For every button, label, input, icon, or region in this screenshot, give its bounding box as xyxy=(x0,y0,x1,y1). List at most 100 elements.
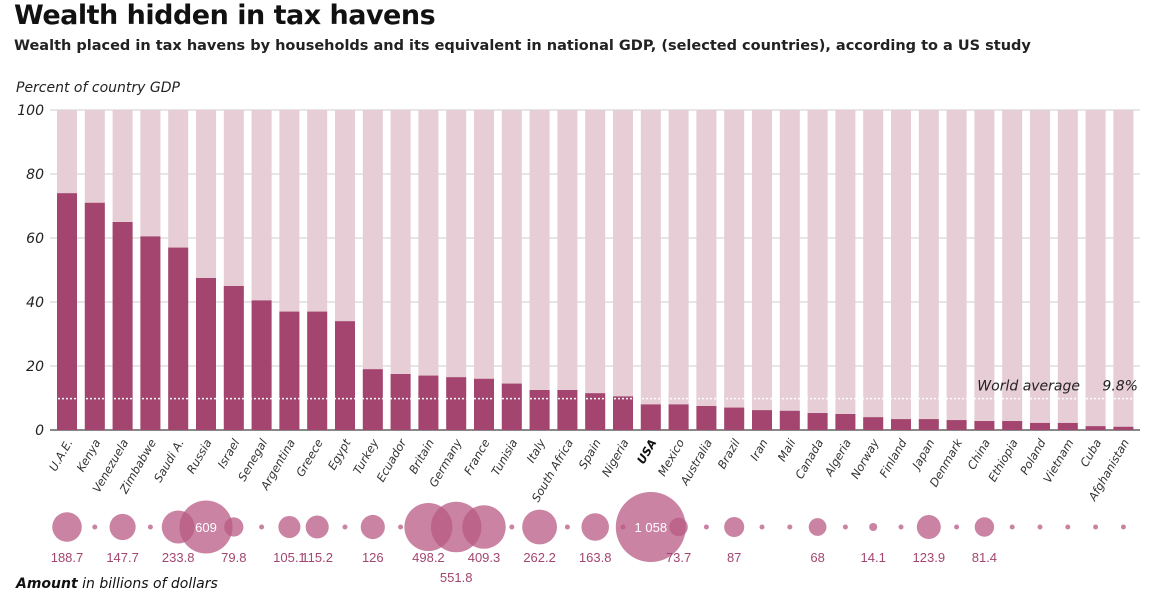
amount-bubble xyxy=(916,515,941,539)
background-bar xyxy=(779,110,800,430)
amount-bubble xyxy=(462,505,506,549)
background-bar xyxy=(752,110,772,430)
y-tick-label: 40 xyxy=(26,295,44,311)
y-tick-label: 20 xyxy=(26,359,44,375)
background-bar xyxy=(418,110,439,430)
background-bar xyxy=(891,110,911,430)
y-tick-label: 80 xyxy=(26,167,44,183)
bar xyxy=(529,390,550,430)
bar xyxy=(974,421,995,430)
background-bar xyxy=(696,110,717,430)
amount-label: 233.8 xyxy=(162,550,195,565)
amount-label: 115.2 xyxy=(301,550,333,565)
amount-bubble xyxy=(360,514,385,540)
bar xyxy=(779,410,800,430)
bubble-legend: Amount in billions of dollars xyxy=(15,576,218,592)
x-tick-label: Israel xyxy=(215,436,243,471)
bar xyxy=(1113,426,1134,430)
background-bar xyxy=(1002,110,1023,430)
bar xyxy=(474,378,494,430)
x-tick-label: Italy xyxy=(524,436,549,465)
x-tick-label: Tunisia xyxy=(488,437,520,479)
amount-bubble xyxy=(564,524,570,530)
y-tick-label: 0 xyxy=(35,423,44,439)
amount-bubble xyxy=(259,524,265,530)
x-tick-label: China xyxy=(964,437,993,472)
amount-bubble xyxy=(898,524,904,530)
background-bar xyxy=(946,110,967,430)
x-tick-label: Greece xyxy=(293,437,326,480)
bar xyxy=(140,236,161,430)
amount-bubble xyxy=(787,524,793,530)
background-bar xyxy=(1057,110,1078,430)
amount-bubble xyxy=(974,517,995,537)
amount-label: 409.3 xyxy=(468,550,501,565)
x-tick-label: Nigeria xyxy=(599,437,632,480)
amount-bubble xyxy=(305,515,329,539)
amount-bubble xyxy=(1120,524,1126,530)
amount-bubble xyxy=(1065,524,1071,530)
background-bar xyxy=(1085,110,1106,430)
amount-label: 126 xyxy=(362,550,384,565)
x-tick-label: Kenya xyxy=(74,437,104,475)
background-bar xyxy=(585,110,606,430)
x-tick-label: USA xyxy=(634,437,659,467)
amount-label: 147.7 xyxy=(106,550,139,565)
x-tick-label: Cuba xyxy=(1077,437,1104,470)
bar xyxy=(1057,422,1078,430)
amount-label: 1 058 xyxy=(635,520,668,535)
amount-label: 87 xyxy=(727,550,741,565)
amount-bubble xyxy=(52,512,82,542)
amount-bubble xyxy=(724,516,745,538)
bar xyxy=(446,377,467,430)
x-tick-label: Russia xyxy=(184,437,215,476)
x-tick-label: Egypt xyxy=(325,436,354,472)
x-tick-label: Finland xyxy=(877,436,910,480)
amount-bubble xyxy=(1037,524,1043,530)
amount-label: 262.2 xyxy=(523,550,556,565)
amount-bubble xyxy=(92,524,98,530)
bar xyxy=(946,420,967,430)
background-bar xyxy=(974,110,995,430)
background-bar xyxy=(835,110,856,430)
bar xyxy=(918,419,939,430)
amount-label: 498.2 xyxy=(412,550,445,565)
amount-bubble xyxy=(1093,524,1099,530)
background-bar xyxy=(807,110,828,430)
background-bar xyxy=(446,110,467,430)
bubble-legend-rest: in billions of dollars xyxy=(78,576,218,592)
amount-label: 73.7 xyxy=(666,550,691,565)
amount-label: 79.8 xyxy=(221,550,246,565)
bar xyxy=(668,404,689,430)
amount-bubble xyxy=(669,517,688,537)
bar xyxy=(1030,422,1050,430)
amount-bubble xyxy=(1009,524,1015,530)
amount-bubble xyxy=(954,524,960,530)
background-bar xyxy=(529,110,550,430)
bar xyxy=(307,311,328,430)
amount-bubble xyxy=(869,522,878,532)
background-bar xyxy=(1113,110,1134,430)
bar xyxy=(362,369,383,430)
background-bar xyxy=(613,110,633,430)
chart-title: Wealth hidden in tax havens xyxy=(14,0,436,31)
amount-bubble xyxy=(509,524,515,530)
amount-bubble xyxy=(109,513,136,541)
amount-bubble xyxy=(224,517,244,537)
x-tick-label: Spain xyxy=(576,437,604,472)
x-tick-label: Mali xyxy=(775,436,799,464)
y-axis-label: Percent of country GDP xyxy=(16,80,180,96)
background-bar xyxy=(390,110,411,430)
background-bar xyxy=(501,110,522,430)
bar xyxy=(1002,421,1023,430)
chart-subtitle: Wealth placed in tax havens by household… xyxy=(14,38,1031,54)
background-bar xyxy=(668,110,689,430)
amount-bubble xyxy=(615,492,686,562)
bar xyxy=(390,374,411,430)
background-bar xyxy=(362,110,383,430)
amount-label: 123.9 xyxy=(913,550,946,565)
bar xyxy=(752,410,772,430)
bar xyxy=(335,321,355,430)
bar xyxy=(724,407,745,430)
